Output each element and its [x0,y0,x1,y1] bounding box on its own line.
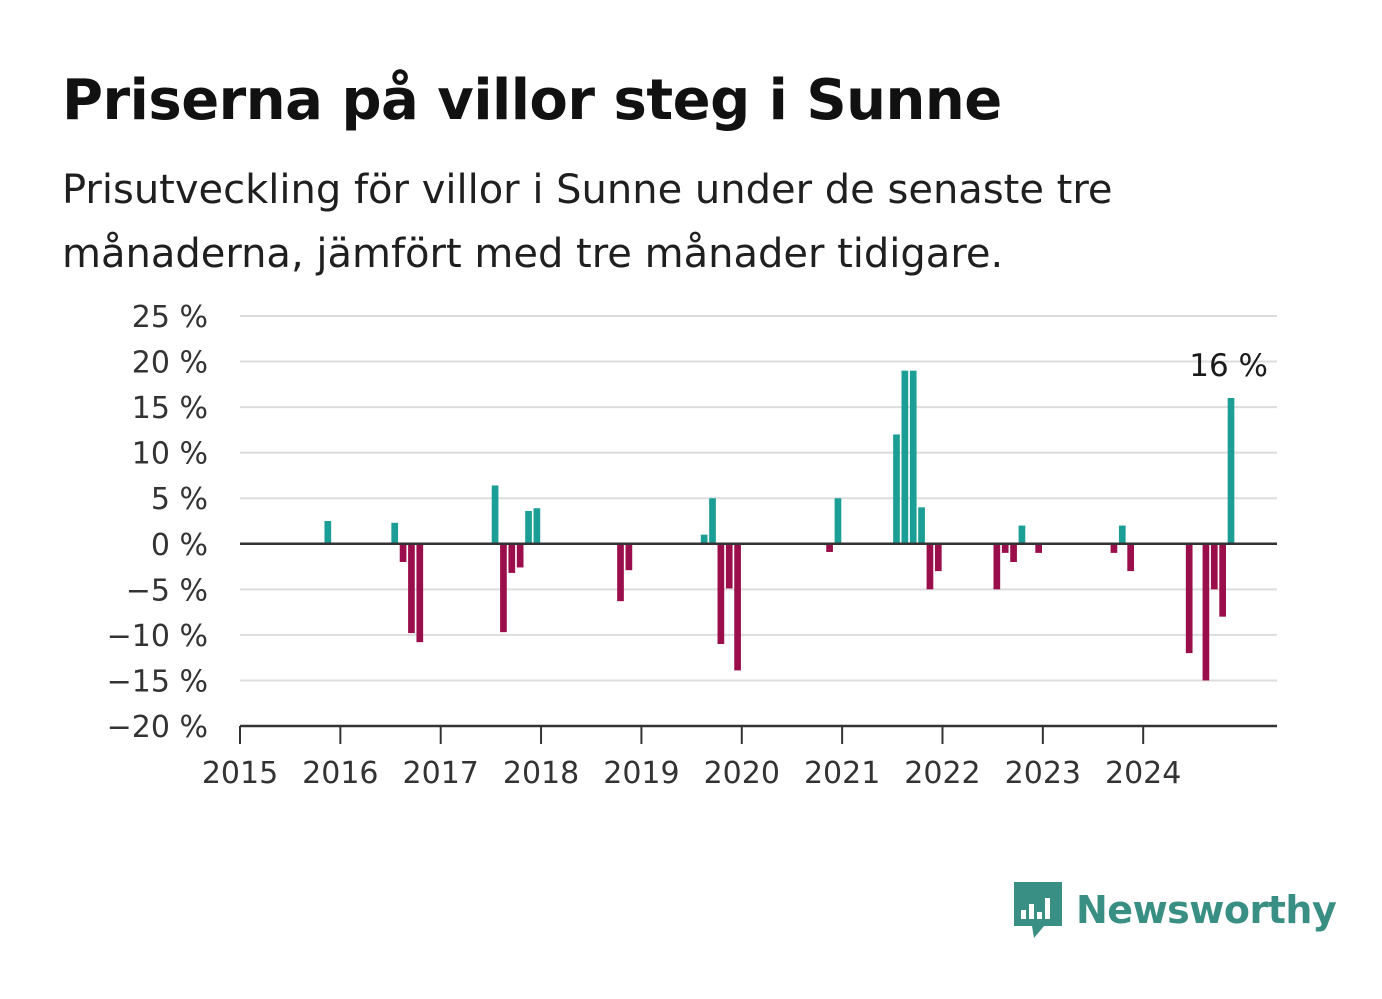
bar [734,543,741,671]
x-axis-labels: 2015 2016 2017 2018 2019 2020 2021 2022 2023 2024 [202,756,1182,791]
y-tick-label: 5 % [151,482,208,517]
brand-name: Newsworthy [1076,888,1337,932]
bar [491,485,499,544]
bar [926,543,934,590]
bar [324,521,332,544]
y-tick-label: −20 % [107,710,208,745]
bar [893,434,900,544]
gridlines [240,315,1277,682]
bar [1227,398,1235,544]
y-tick-label: −15 % [107,664,208,699]
x-tick-label: 2021 [804,756,880,791]
bar [508,543,516,573]
y-tick-label: 10 % [132,437,208,472]
bar [516,543,524,568]
x-tick-label: 2023 [1005,756,1081,791]
bar [399,543,407,562]
bar [1110,543,1118,553]
y-axis-labels: 25 % 20 % 15 % 10 % 5 % 0 % −5 % −10 % −15 % −20 … [107,300,208,745]
bar [918,507,925,544]
bar [1210,543,1218,590]
bar [500,543,507,633]
x-tick-label: 2015 [202,756,278,791]
bar [826,543,833,552]
y-tick-label: −10 % [107,619,208,654]
x-axis [239,542,1277,744]
bar [909,370,917,544]
x-tick-label: 2017 [403,756,479,791]
bar [725,543,733,589]
last-value-annotation: 16 % [1189,348,1268,384]
bar [993,543,1001,590]
bar [901,370,909,544]
y-tick-label: 15 % [132,391,208,426]
bar [709,498,716,544]
bar [1219,543,1226,617]
y-tick-label: −5 % [126,573,208,608]
y-tick-label: 25 % [132,300,208,335]
bar [1035,543,1043,553]
bar [1010,543,1017,562]
bar [416,543,424,643]
bar [391,522,399,544]
chart-title: Priserna på villor steg i Sunne [62,68,1002,133]
bar [934,543,942,572]
x-tick-label: 2022 [904,756,980,791]
x-tick-label: 2020 [704,756,780,791]
chart-subtitle: Prisutveckling för villor i Sunne under … [62,167,1113,277]
bar [617,543,624,602]
bars [324,370,1235,681]
bar [533,508,541,544]
bar [625,543,633,571]
bar [1001,543,1009,553]
y-tick-label: 20 % [132,346,208,381]
x-tick-label: 2016 [302,756,378,791]
newsworthy-chat-bar-icon [1014,882,1062,938]
bar [408,543,415,634]
bar [717,543,725,644]
bar [700,534,708,544]
x-tick-label: 2018 [503,756,579,791]
bar [1018,525,1026,544]
bar [1118,525,1126,544]
newsworthy-logo: Newsworthy [1012,880,1337,940]
bar [1185,543,1193,654]
bar [834,498,842,544]
bar [525,510,532,544]
bar-chart: 25 % 20 % 15 % 10 % 5 % 0 % −5 % −10 % −15 % −20 … [107,300,1277,791]
bar [1202,543,1210,681]
x-tick-label: 2024 [1105,756,1181,791]
y-tick-label: 0 % [151,528,208,563]
bar [1127,543,1134,572]
x-tick-label: 2019 [603,756,679,791]
